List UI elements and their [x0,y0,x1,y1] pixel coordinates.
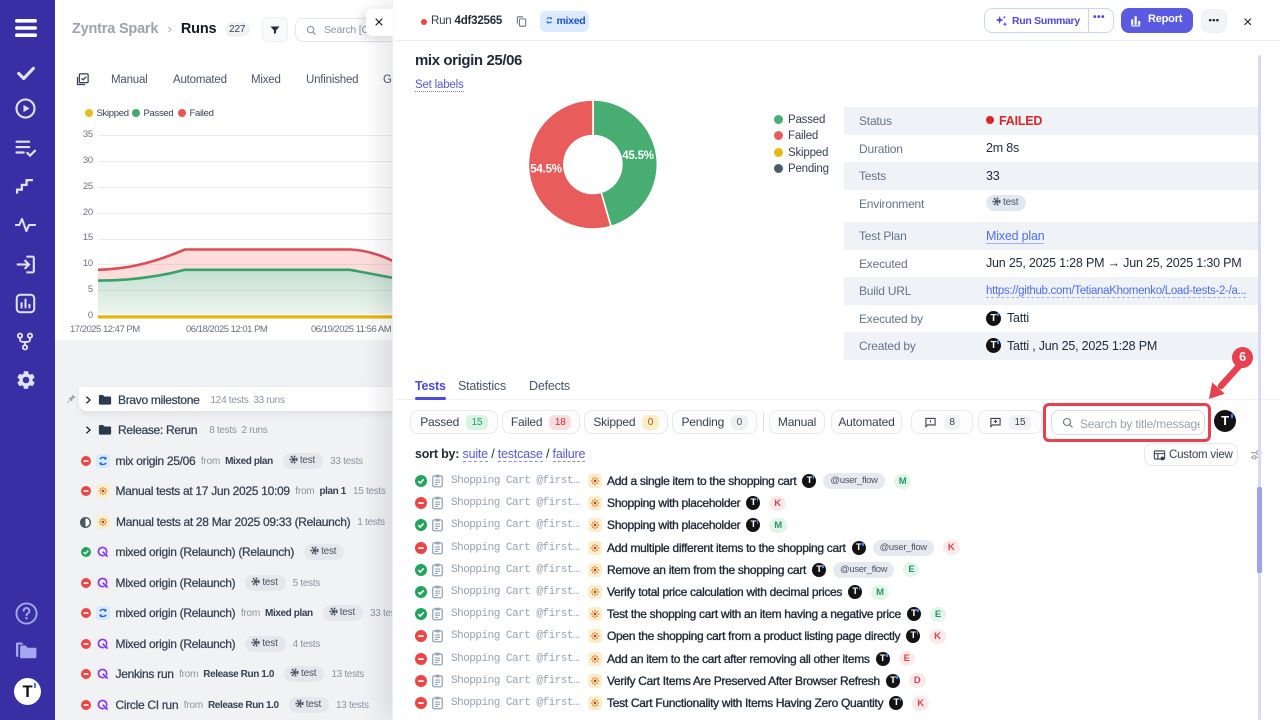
svg-text:45.5%: 45.5% [622,150,654,162]
svg-text:54.5%: 54.5% [530,164,562,176]
